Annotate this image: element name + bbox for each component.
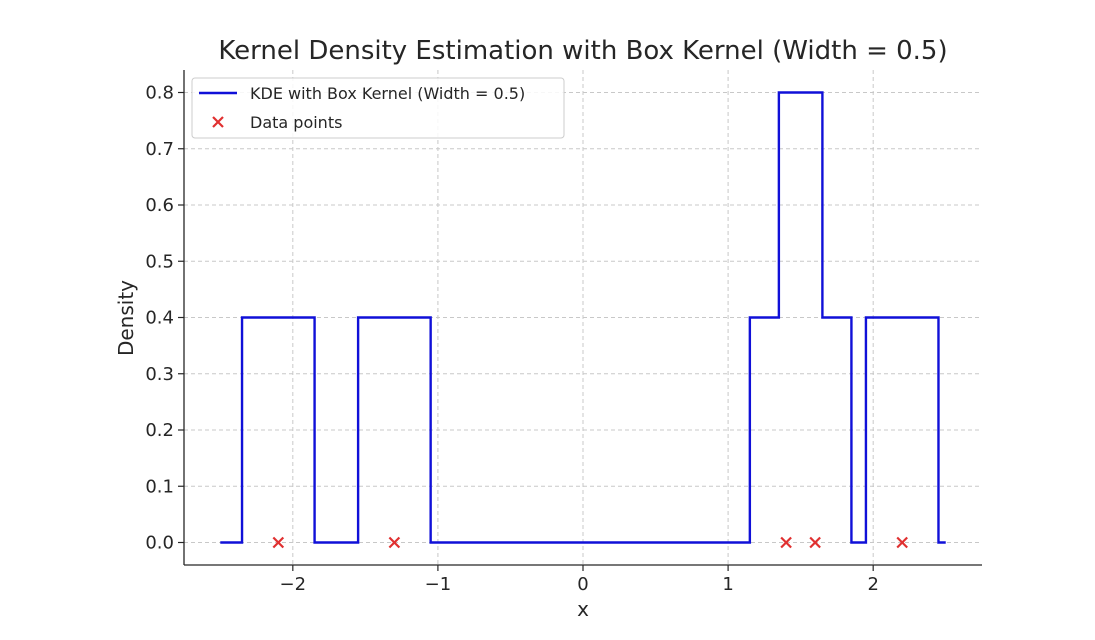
x-tick-label: 0 <box>577 574 588 595</box>
x-tick-label: −2 <box>280 574 307 595</box>
x-tick-label: 1 <box>722 574 733 595</box>
legend: KDE with Box Kernel (Width = 0.5) Data p… <box>191 77 565 139</box>
kde-step-line <box>220 91 946 544</box>
data-point-marker <box>388 536 401 549</box>
y-tick-label: 0.5 <box>145 251 174 272</box>
x-tick-label: −1 <box>425 574 452 595</box>
data-point-marker <box>809 536 821 549</box>
y-tick-label: 0.8 <box>145 83 174 104</box>
y-tick-label: 0.1 <box>145 476 174 497</box>
data-point-marker <box>780 536 792 549</box>
y-tick-label: 0.6 <box>145 195 174 216</box>
x-axis-label: x <box>577 597 589 621</box>
y-axis-label: Density <box>114 280 138 356</box>
y-tick-label: 0.0 <box>145 533 174 554</box>
ticks: −2 −1 0 1 2 0.0 0.1 0.2 0.3 0.4 0.5 0.6 0.7 0.8 <box>145 83 879 596</box>
legend-data-points-label: Data points <box>250 113 342 132</box>
y-tick-label: 0.2 <box>145 420 174 441</box>
y-tick-label: 0.4 <box>145 308 174 329</box>
data-point-marker <box>272 536 285 549</box>
legend-kde-label: KDE with Box Kernel (Width = 0.5) <box>250 84 525 103</box>
legend-box <box>191 77 565 139</box>
x-tick-label: 2 <box>867 574 878 595</box>
y-tick-label: 0.3 <box>145 364 174 385</box>
data-point-marker <box>896 536 908 549</box>
chart-title: Kernel Density Estimation with Box Kerne… <box>218 36 947 66</box>
series-layer <box>220 91 946 549</box>
legend-data-points-marker <box>212 116 224 128</box>
y-tick-label: 0.7 <box>145 139 174 160</box>
